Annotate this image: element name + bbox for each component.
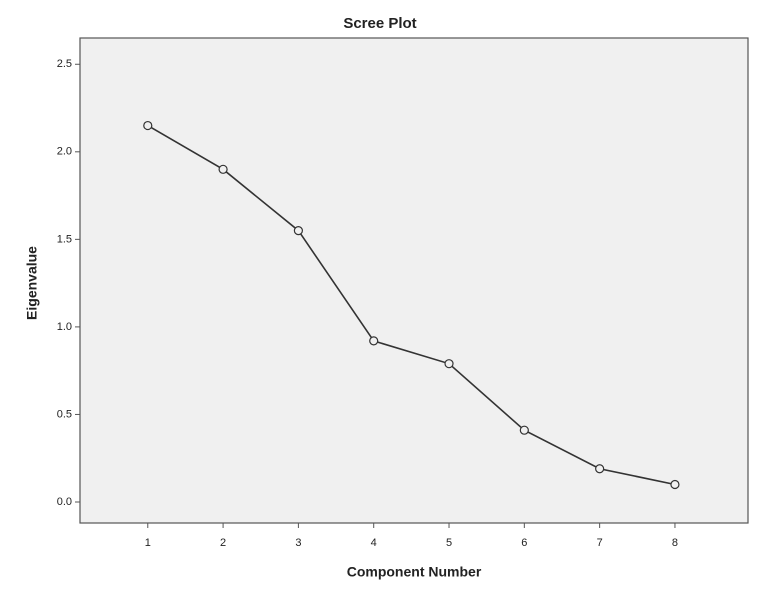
x-tick-label: 3 bbox=[295, 537, 301, 549]
point-marker bbox=[143, 120, 153, 131]
point-marker bbox=[670, 479, 680, 490]
point-marker bbox=[595, 464, 605, 474]
series-line bbox=[147, 124, 676, 486]
y-tick-label: 1.5 bbox=[57, 233, 72, 245]
y-tick-label: 0.0 bbox=[57, 496, 72, 508]
x-tick-label: 2 bbox=[220, 537, 226, 549]
x-tick-label: 7 bbox=[597, 537, 603, 549]
y-tick-label: 1.0 bbox=[57, 321, 72, 333]
y-axis-label: Eigenvalue bbox=[24, 246, 40, 320]
x-tick-label: 4 bbox=[371, 537, 377, 549]
x-tick-label: 5 bbox=[446, 537, 452, 549]
point-marker bbox=[519, 425, 529, 435]
y-tick-label: 2.5 bbox=[57, 58, 72, 70]
x-axis-label: Component Number bbox=[347, 564, 482, 580]
plot-area bbox=[79, 37, 749, 524]
x-tick-label: 8 bbox=[672, 537, 678, 549]
point-marker bbox=[369, 336, 379, 346]
point-marker bbox=[218, 164, 228, 174]
x-tick-label: 6 bbox=[521, 537, 527, 549]
point-marker bbox=[444, 359, 454, 369]
chart-title: Scree Plot bbox=[343, 15, 416, 32]
point-marker bbox=[293, 225, 303, 236]
x-tick-label: 1 bbox=[145, 537, 151, 549]
y-tick-label: 2.0 bbox=[57, 146, 72, 158]
y-tick-label: 0.5 bbox=[57, 408, 72, 420]
